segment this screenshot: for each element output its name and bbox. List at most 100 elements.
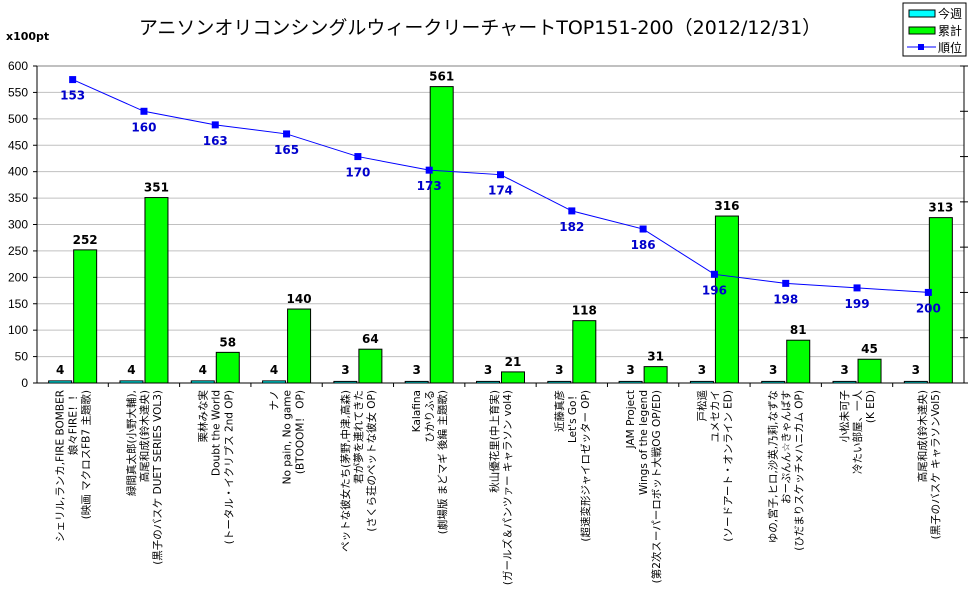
bar-label-total: 313 [928,201,953,215]
x-axis-label-line: (BTOOOM！ OP) [295,390,307,474]
x-axis-label: JAM Project Wings of the legend (第2次スーパーロボ… [625,390,663,583]
x-axis-label-line: ユメセカイ [709,390,721,443]
bar-total [572,320,597,384]
bar-label-total: 21 [505,355,522,369]
rank-marker [211,121,219,129]
rank-marker [853,284,861,292]
x-axis-label-line: 冷たい部屋、一人 [851,390,864,474]
x-axis-label-line: JAM Project [625,390,637,449]
bar-label-total: 81 [790,323,807,337]
x-axis-label: 小松未可子 冷たい部屋、一人 (K ED) [838,390,877,474]
y-tick-label: 250 [8,244,28,258]
x-axis-label: ナノ No pain, No game (BTOOOM！ OP) [269,390,307,484]
x-axis-label-line: Doubt the World [210,390,222,476]
bar-total [73,249,98,384]
x-axis-label-line: ゆの,宮子,ヒロ,沙英,乃莉,なずな [767,390,780,543]
bar-label-total: 316 [714,199,739,213]
y-tick-label: 400 [8,165,28,179]
x-axis-label-line: (K ED) [865,390,877,423]
x-axis-ticks [107,383,894,387]
bar-label-total: 118 [572,304,597,318]
rank-marker [710,270,718,278]
x-axis-label-line: 高尾和成(鈴木達央) [916,390,929,482]
x-axis-label-line: Kalafina [411,390,423,432]
bar-total [287,308,312,384]
bar-total [928,217,953,384]
rank-label: 182 [559,220,584,234]
rank-label: 160 [131,120,156,134]
bar-label-weekly: 4 [127,363,135,377]
bar-label-weekly: 3 [626,363,634,377]
bar-label-total: 31 [647,350,664,364]
legend: 今週 累計 順位 [902,2,967,57]
bar-label-weekly: 3 [484,363,492,377]
rank-label: 200 [916,301,941,315]
x-axis-label-line: Let's Go！ [567,390,579,443]
rank-marker [140,107,148,115]
legend-weekly-label: 今週 [938,6,962,21]
x-axis-label: 秋山優花里(中上育実) (ガールズ＆パンツァー キャラソン vol4) [488,390,514,585]
rank-labels: 153 160 163 165 170 173 174 182 186 196 198 199 200 [60,89,941,316]
rank-marker [568,207,576,215]
rank-label: 153 [60,89,85,103]
rank-marker [69,76,77,84]
y-tick-label: 100 [8,323,28,337]
x-axis-label-line: (劇場版 まどマギ 後編 主題歌) [436,390,449,534]
bar-label-weekly: 3 [912,363,920,377]
bar-label-total: 58 [219,335,236,349]
bar-total [786,339,811,384]
bar-total [144,197,169,384]
bar-total [429,86,454,384]
x-axis-label-line: (トータル・イクリプス 2nd OP) [223,390,235,544]
rank-line [69,76,932,296]
rank-marker [639,225,647,233]
x-axis-label: 緑間真太郎(小野大輔), 高尾和成(鈴木達央) (黒子のバスケ DUET SERIE… [125,390,164,565]
bar-label-weekly: 3 [769,363,777,377]
legend-weekly-swatch [908,9,936,18]
x-axis-label-line: (ガールズ＆パンツァー キャラソン vol4) [501,390,514,585]
bar-label-total: 140 [287,292,312,306]
y-tick-label: 550 [8,85,28,99]
bar-label-weekly: 3 [413,363,421,377]
bar-label-weekly: 4 [56,363,64,377]
x-axis-label: 近藤真彦 Let's Go！ (超速変形ジャイロゼッター OP) [553,390,592,542]
rank-label: 165 [274,143,299,157]
y-tick-label: 200 [8,270,28,284]
x-axis-label: 栗林みな実 Doubt the World (トータル・イクリプス 2nd OP) [196,390,235,545]
x-axis-label-line: 近藤真彦 [553,390,566,432]
x-axis-label-line: おーぷんん☆きゃんばす [781,390,793,504]
x-axis-label-line: 栗林みな実 [196,390,209,443]
y-tick-label: 150 [8,297,28,311]
legend-total-swatch [908,26,936,35]
x-axis-label-line: 緑間真太郎(小野大輔), [125,390,138,496]
x-axis-label-line: 高尾和成(鈴木達央) [138,390,151,482]
x-axis-label-line: No pain, No game [282,390,294,484]
x-axis-label-line: (黒子のバスケ DUET SERIES VOL3) [152,390,164,565]
rank-marker [782,279,790,287]
x-axis-label-line: (黒子のバスケ キャラソンVol5) [930,390,942,539]
bar-total [714,215,739,384]
x-axis-label-line: シェリル,ランカ,FIRE BOMBER [55,390,67,542]
bar-label-total: 561 [429,70,454,84]
rank-label: 199 [845,297,870,311]
x-axis-label: シェリル,ランカ,FIRE BOMBER 娘々FIRE！！ (映画 マクロスFB7 … [55,390,93,542]
y-tick-label: 0 [21,376,28,390]
x-axis-label-line: (映画 マクロスFB7 主題歌) [80,390,93,519]
axes [36,66,965,384]
x-axis-label: 戸松遥 ユメセカイ (ソードアート・オンライン ED) [695,390,734,542]
rank-marker [924,288,932,296]
bar-total [643,366,668,384]
x-axis-label: ペットな彼女たち(茅野,中津,高森) 君が夢を連れてきた (さくら荘のペットな彼女 … [339,390,378,552]
rank-marker [283,130,291,138]
x-axis-label-line: (さくら荘のペットな彼女 OP) [365,390,378,532]
x-axis-label-line: (ひだまりスケッチ×ハニカム OP) [794,390,806,551]
rank-label: 186 [631,238,656,252]
bar-total [857,358,882,384]
x-axis-label-line: ナノ [269,390,281,410]
bar-label-total: 351 [144,181,169,195]
bar-label-total: 45 [861,342,878,356]
bar-label-total: 64 [362,332,379,346]
rank-label: 163 [203,134,228,148]
bar-label-weekly: 3 [555,363,563,377]
bar-label-total: 252 [73,233,98,247]
